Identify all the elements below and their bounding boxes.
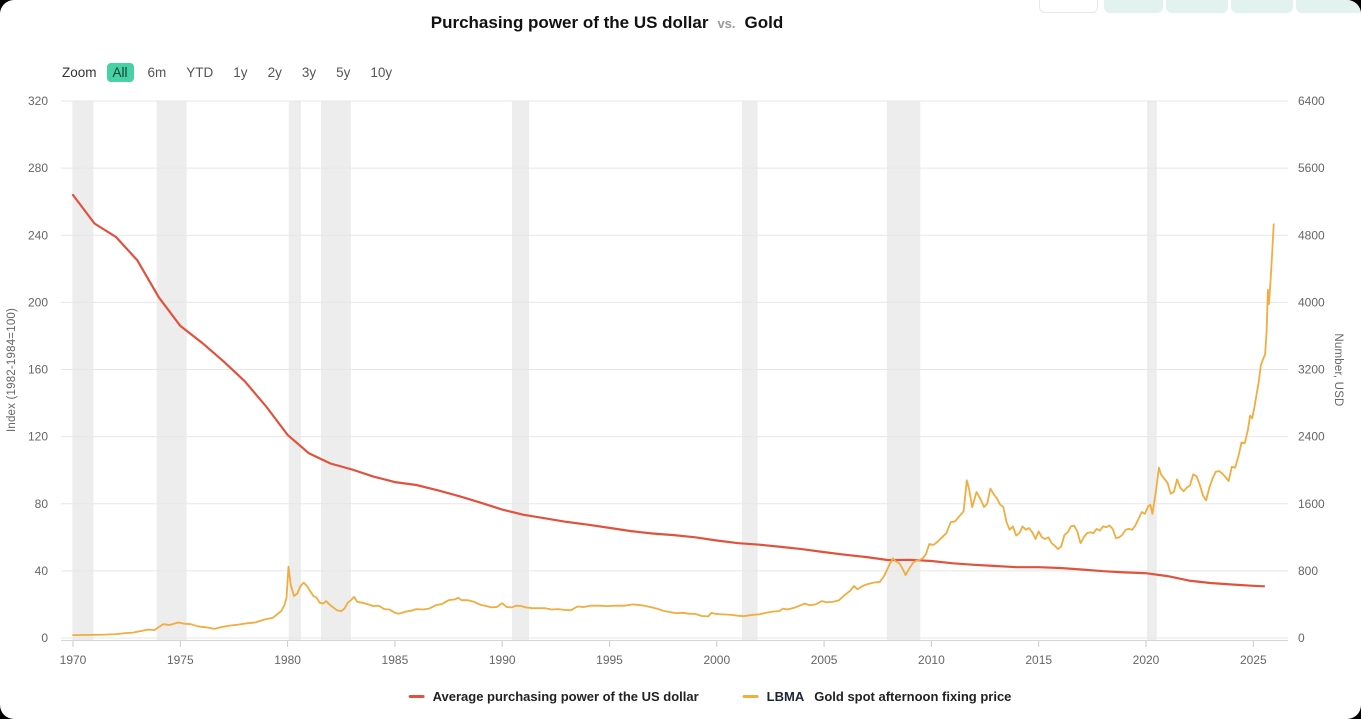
x-tick-label: 2015: [1025, 653, 1052, 667]
title-vs: vs.: [717, 16, 736, 31]
right-y-tick-label: 5600: [1298, 161, 1325, 175]
dollar-series-line[interactable]: [71, 193, 1266, 588]
cropped-toolbar-button-2[interactable]: [1104, 0, 1163, 13]
range-button-ytd[interactable]: YTD: [186, 65, 214, 80]
legend-label-dollar: Average purchasing power of the US dolla…: [432, 689, 699, 704]
right-y-tick-label: 1600: [1298, 497, 1325, 511]
x-tick-label: 2010: [918, 653, 945, 667]
title-secondary: Gold: [744, 13, 784, 32]
left-y-tick-label: 160: [28, 363, 48, 377]
cropped-toolbar-button-4[interactable]: [1231, 0, 1293, 13]
right-y-tick-label: 4800: [1298, 228, 1325, 242]
legend-label-gold: Gold spot afternoon fixing price: [814, 689, 1012, 704]
left-y-tick-label: 0: [41, 631, 48, 645]
cropped-toolbar-button-5[interactable]: [1296, 0, 1361, 13]
x-tick-label: 2005: [811, 653, 838, 667]
recession-band: [886, 101, 921, 641]
chart-title: Purchasing power of the US dollar vs. Go…: [431, 13, 784, 33]
recession-band: [511, 101, 530, 641]
right-y-tick-label: 800: [1298, 564, 1318, 578]
left-axis-title: Index (1982-1984=100): [6, 307, 18, 433]
recession-band: [72, 101, 94, 641]
range-button-5y[interactable]: 5y: [336, 65, 351, 80]
chart-legend: Average purchasing power of the US dolla…: [408, 689, 1012, 704]
title-main: Purchasing power of the US dollar: [430, 13, 709, 32]
range-selector-label: Zoom: [62, 65, 97, 80]
right-y-tick-label: 0: [1298, 631, 1305, 645]
right-y-tick-label: 2400: [1298, 430, 1325, 444]
x-tick-label: 1995: [596, 653, 623, 667]
x-tick-label: 2000: [703, 653, 730, 667]
left-y-tick-label: 280: [28, 161, 48, 175]
cropped-toolbar-button-1[interactable]: [1039, 0, 1098, 13]
left-y-tick-label: 120: [28, 430, 48, 444]
range-button-10y[interactable]: 10y: [370, 65, 393, 80]
recession-band: [288, 101, 301, 641]
x-tick-label: 1990: [489, 653, 516, 667]
recession-band: [320, 101, 351, 641]
right-y-tick-label: 3200: [1298, 363, 1325, 377]
gold-line-swatch: [742, 695, 759, 698]
range-button-2y[interactable]: 2y: [267, 65, 282, 80]
left-y-tick-label: 320: [28, 94, 48, 108]
range-selector: Zoom All 6m YTD 1y 2y 3y 5y 10y: [62, 63, 407, 82]
right-axis-title: Number, USD: [1332, 333, 1344, 407]
left-y-tick-label: 80: [35, 497, 49, 511]
right-y-tick-label: 4000: [1298, 295, 1325, 309]
cropped-toolbar-button-3[interactable]: [1166, 0, 1228, 13]
range-button-6m[interactable]: 6m: [147, 65, 167, 80]
left-y-tick-label: 40: [35, 564, 49, 578]
range-selector-items: All 6m YTD 1y 2y 3y 5y 10y: [106, 63, 407, 82]
x-tick-label: 1985: [382, 653, 409, 667]
recession-band: [1147, 101, 1157, 641]
gold-series-line[interactable]: [72, 223, 1275, 636]
x-tick-label: 1970: [60, 653, 87, 667]
x-tick-label: 1975: [167, 653, 194, 667]
left-y-tick-label: 240: [28, 228, 48, 242]
x-tick-label: 2020: [1133, 653, 1160, 667]
left-y-tick-label: 200: [28, 295, 48, 309]
range-button-3y[interactable]: 3y: [301, 65, 317, 80]
dollar-line-swatch: [408, 695, 425, 698]
recession-band: [741, 101, 758, 641]
range-button-1y[interactable]: 1y: [233, 65, 248, 80]
legend-prefix-gold: LBMA: [766, 689, 805, 704]
range-button-all[interactable]: All: [106, 63, 134, 82]
x-tick-label: 1980: [274, 653, 301, 667]
right-y-tick-label: 6400: [1298, 94, 1325, 108]
recession-band: [156, 101, 187, 641]
legend-item-dollar[interactable]: Average purchasing power of the US dolla…: [408, 689, 699, 704]
x-tick-label: 2025: [1240, 653, 1267, 667]
legend-item-gold[interactable]: LBMA Gold spot afternoon fixing price: [742, 689, 1012, 704]
